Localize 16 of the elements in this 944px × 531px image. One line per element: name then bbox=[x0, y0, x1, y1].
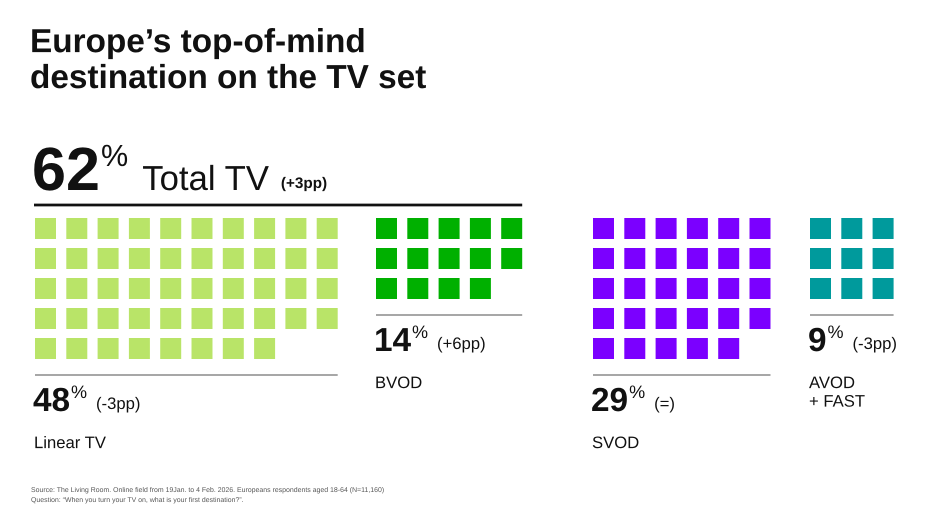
text: (+3pp) bbox=[282, 176, 326, 192]
text: Europe’s top-of-mind destination on the TV set bbox=[31, 28, 426, 88]
text: Total TV bbox=[143, 164, 269, 190]
data-label: 9% bbox=[809, 325, 843, 352]
text: (+6pp) bbox=[438, 336, 485, 352]
text: 62% bbox=[34, 144, 128, 191]
text: (-3pp) bbox=[97, 396, 140, 412]
data-label: 48% bbox=[34, 385, 86, 412]
data-label: 14% bbox=[376, 325, 428, 351]
category-label: BVOD bbox=[376, 376, 422, 388]
category-label: AVOD + FAST bbox=[809, 376, 865, 407]
text: (-3pp) bbox=[854, 336, 896, 352]
category-label: Linear TV bbox=[35, 436, 106, 448]
text: (=) bbox=[655, 396, 674, 412]
category-label: SVOD bbox=[592, 436, 638, 448]
data-label: 29% bbox=[592, 385, 645, 412]
